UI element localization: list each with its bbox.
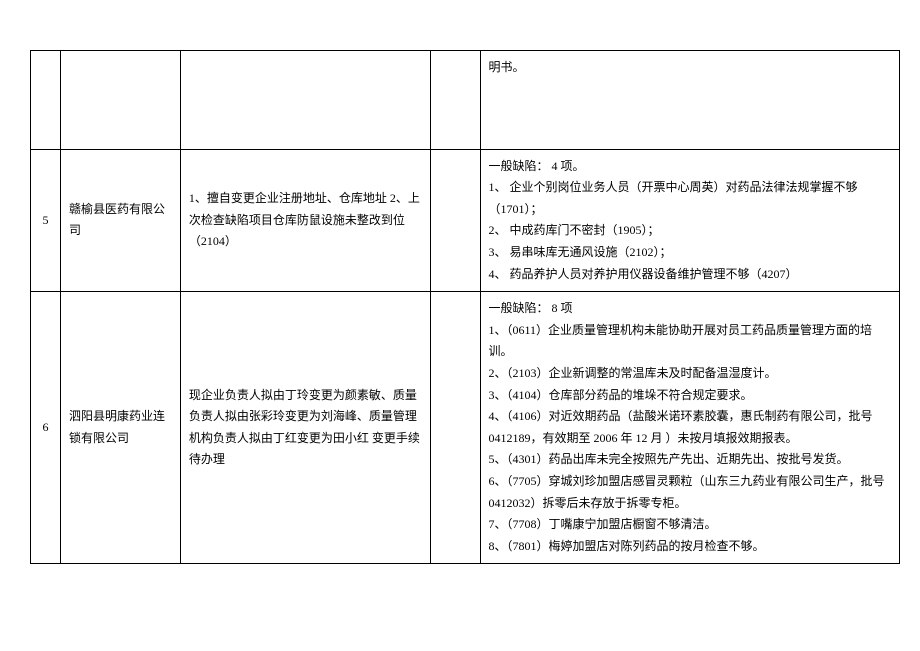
table-row: 明书。 xyxy=(31,51,900,150)
issue-description: 现企业负责人拟由丁玲变更为颜素敏、质量负责人拟由张彩玲变更为刘海峰、质量管理机构… xyxy=(180,292,430,564)
row-number: 5 xyxy=(31,149,61,292)
table-row: 6泗阳县明康药业连锁有限公司现企业负责人拟由丁玲变更为颜素敏、质量负责人拟由张彩… xyxy=(31,292,900,564)
defects-list: 明书。 xyxy=(480,51,900,150)
company-name xyxy=(60,51,180,150)
document-table-container: 明书。5赣榆县医药有限公司1、擅自变更企业注册地址、仓库地址 2、上次检查缺陷项… xyxy=(30,50,920,564)
issue-description xyxy=(180,51,430,150)
issue-description: 1、擅自变更企业注册地址、仓库地址 2、上次检查缺陷项目仓库防鼠设施未整改到位（… xyxy=(180,149,430,292)
company-name: 赣榆县医药有限公司 xyxy=(60,149,180,292)
empty-cell xyxy=(430,51,480,150)
empty-cell xyxy=(430,292,480,564)
row-number xyxy=(31,51,61,150)
empty-cell xyxy=(430,149,480,292)
defects-list: 一般缺陷： 8 项1、（0611）企业质量管理机构未能协助开展对员工药品质量管理… xyxy=(480,292,900,564)
company-name: 泗阳县明康药业连锁有限公司 xyxy=(60,292,180,564)
table-row: 5赣榆县医药有限公司1、擅自变更企业注册地址、仓库地址 2、上次检查缺陷项目仓库… xyxy=(31,149,900,292)
row-number: 6 xyxy=(31,292,61,564)
inspection-table: 明书。5赣榆县医药有限公司1、擅自变更企业注册地址、仓库地址 2、上次检查缺陷项… xyxy=(30,50,900,564)
defects-list: 一般缺陷： 4 项。1、 企业个别岗位业务人员（开票中心周英）对药品法律法规掌握… xyxy=(480,149,900,292)
